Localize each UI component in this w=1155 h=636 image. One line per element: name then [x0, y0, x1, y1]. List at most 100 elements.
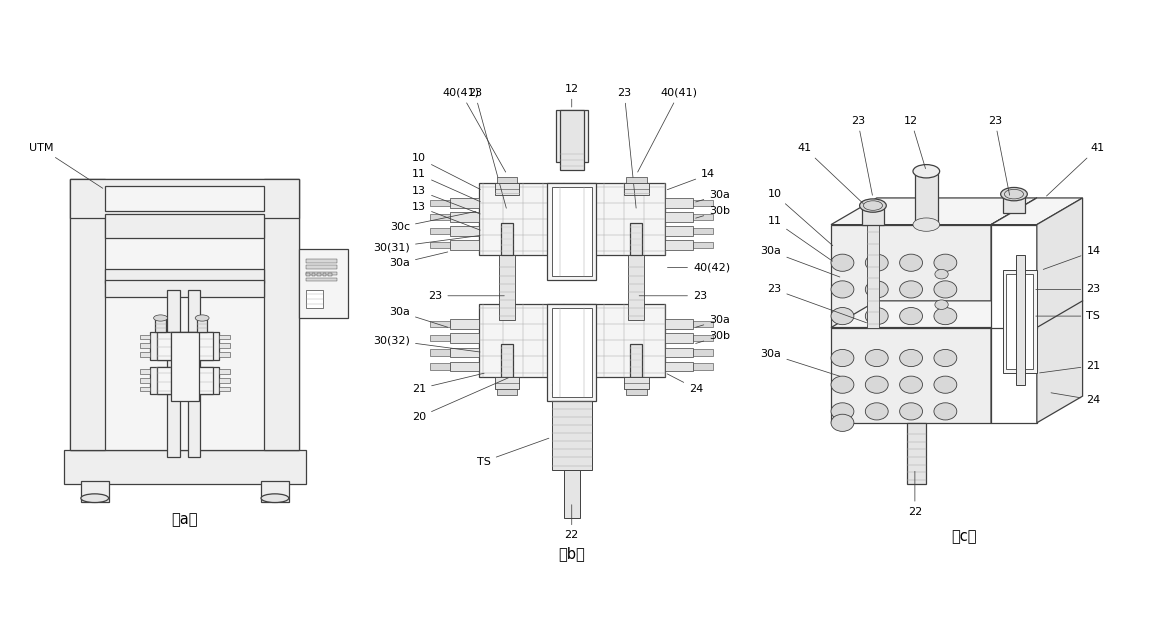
- Bar: [430, 363, 450, 370]
- Text: 13: 13: [412, 202, 480, 230]
- Text: 22: 22: [908, 471, 922, 516]
- Bar: [450, 226, 478, 236]
- Ellipse shape: [832, 376, 854, 393]
- Bar: [306, 259, 337, 263]
- Bar: [631, 344, 642, 377]
- Text: 21: 21: [1040, 361, 1101, 373]
- Bar: [196, 318, 208, 332]
- Bar: [450, 362, 478, 371]
- Bar: [430, 228, 450, 234]
- Bar: [624, 377, 648, 389]
- Bar: [150, 366, 219, 394]
- Bar: [478, 304, 664, 377]
- Bar: [167, 290, 180, 457]
- Bar: [150, 332, 219, 359]
- Bar: [693, 363, 713, 370]
- Bar: [547, 304, 596, 401]
- Bar: [306, 278, 337, 281]
- Bar: [559, 110, 583, 170]
- Text: 23: 23: [1036, 284, 1101, 294]
- Ellipse shape: [912, 165, 940, 178]
- Bar: [693, 335, 713, 342]
- Text: 23: 23: [468, 88, 506, 208]
- Bar: [664, 226, 693, 236]
- Bar: [1016, 255, 1026, 385]
- Text: 23: 23: [617, 88, 636, 208]
- Bar: [264, 179, 299, 450]
- Ellipse shape: [859, 199, 886, 212]
- Ellipse shape: [900, 308, 923, 324]
- Text: 41: 41: [1046, 143, 1104, 196]
- Ellipse shape: [900, 254, 923, 272]
- Bar: [157, 332, 213, 359]
- Bar: [81, 481, 109, 502]
- Bar: [430, 200, 450, 206]
- Text: 30a: 30a: [761, 349, 840, 377]
- Bar: [664, 362, 693, 371]
- Bar: [450, 198, 478, 207]
- Bar: [624, 183, 648, 195]
- Text: 40(41): 40(41): [442, 88, 506, 172]
- Bar: [430, 321, 450, 328]
- Ellipse shape: [865, 349, 888, 366]
- Bar: [501, 223, 513, 255]
- Bar: [261, 481, 289, 502]
- Bar: [140, 370, 150, 374]
- Text: 23: 23: [767, 284, 866, 323]
- Polygon shape: [991, 225, 1037, 423]
- Bar: [219, 352, 230, 357]
- Text: 30a: 30a: [389, 307, 448, 328]
- Bar: [450, 347, 478, 357]
- Ellipse shape: [900, 281, 923, 298]
- Ellipse shape: [934, 270, 948, 279]
- Polygon shape: [832, 301, 1037, 328]
- Text: 24: 24: [1051, 393, 1101, 405]
- Bar: [693, 214, 713, 220]
- Bar: [693, 349, 713, 356]
- Text: 13: 13: [412, 186, 480, 214]
- Bar: [450, 240, 478, 250]
- Bar: [664, 212, 693, 222]
- Bar: [140, 378, 150, 383]
- Ellipse shape: [934, 308, 956, 324]
- Text: 30c: 30c: [390, 211, 476, 232]
- Bar: [105, 214, 264, 238]
- Bar: [219, 335, 230, 340]
- Bar: [494, 183, 519, 195]
- Text: 23: 23: [429, 291, 505, 301]
- Bar: [105, 270, 264, 284]
- Text: 23: 23: [850, 116, 872, 195]
- Bar: [693, 321, 713, 328]
- Polygon shape: [832, 225, 991, 328]
- Bar: [664, 333, 693, 343]
- Polygon shape: [991, 198, 1037, 328]
- Text: 22: 22: [565, 505, 579, 540]
- Bar: [306, 290, 323, 308]
- Ellipse shape: [832, 281, 854, 298]
- Bar: [497, 177, 517, 183]
- Ellipse shape: [934, 254, 956, 272]
- Bar: [1003, 194, 1026, 213]
- Bar: [140, 343, 150, 348]
- Polygon shape: [832, 328, 991, 423]
- Bar: [140, 335, 150, 340]
- Bar: [219, 343, 230, 348]
- Bar: [494, 377, 519, 389]
- Ellipse shape: [912, 218, 940, 232]
- Bar: [693, 242, 713, 249]
- Bar: [219, 370, 230, 374]
- Text: 10: 10: [412, 153, 480, 190]
- Ellipse shape: [865, 376, 888, 393]
- Ellipse shape: [865, 308, 888, 324]
- Text: 40(42): 40(42): [668, 263, 730, 272]
- Bar: [430, 214, 450, 220]
- Ellipse shape: [934, 349, 956, 366]
- Bar: [306, 273, 310, 277]
- Ellipse shape: [832, 254, 854, 272]
- Bar: [693, 200, 713, 206]
- Ellipse shape: [900, 349, 923, 366]
- Bar: [157, 366, 213, 394]
- Text: 30a: 30a: [761, 246, 840, 277]
- Ellipse shape: [81, 494, 109, 502]
- Bar: [140, 387, 150, 391]
